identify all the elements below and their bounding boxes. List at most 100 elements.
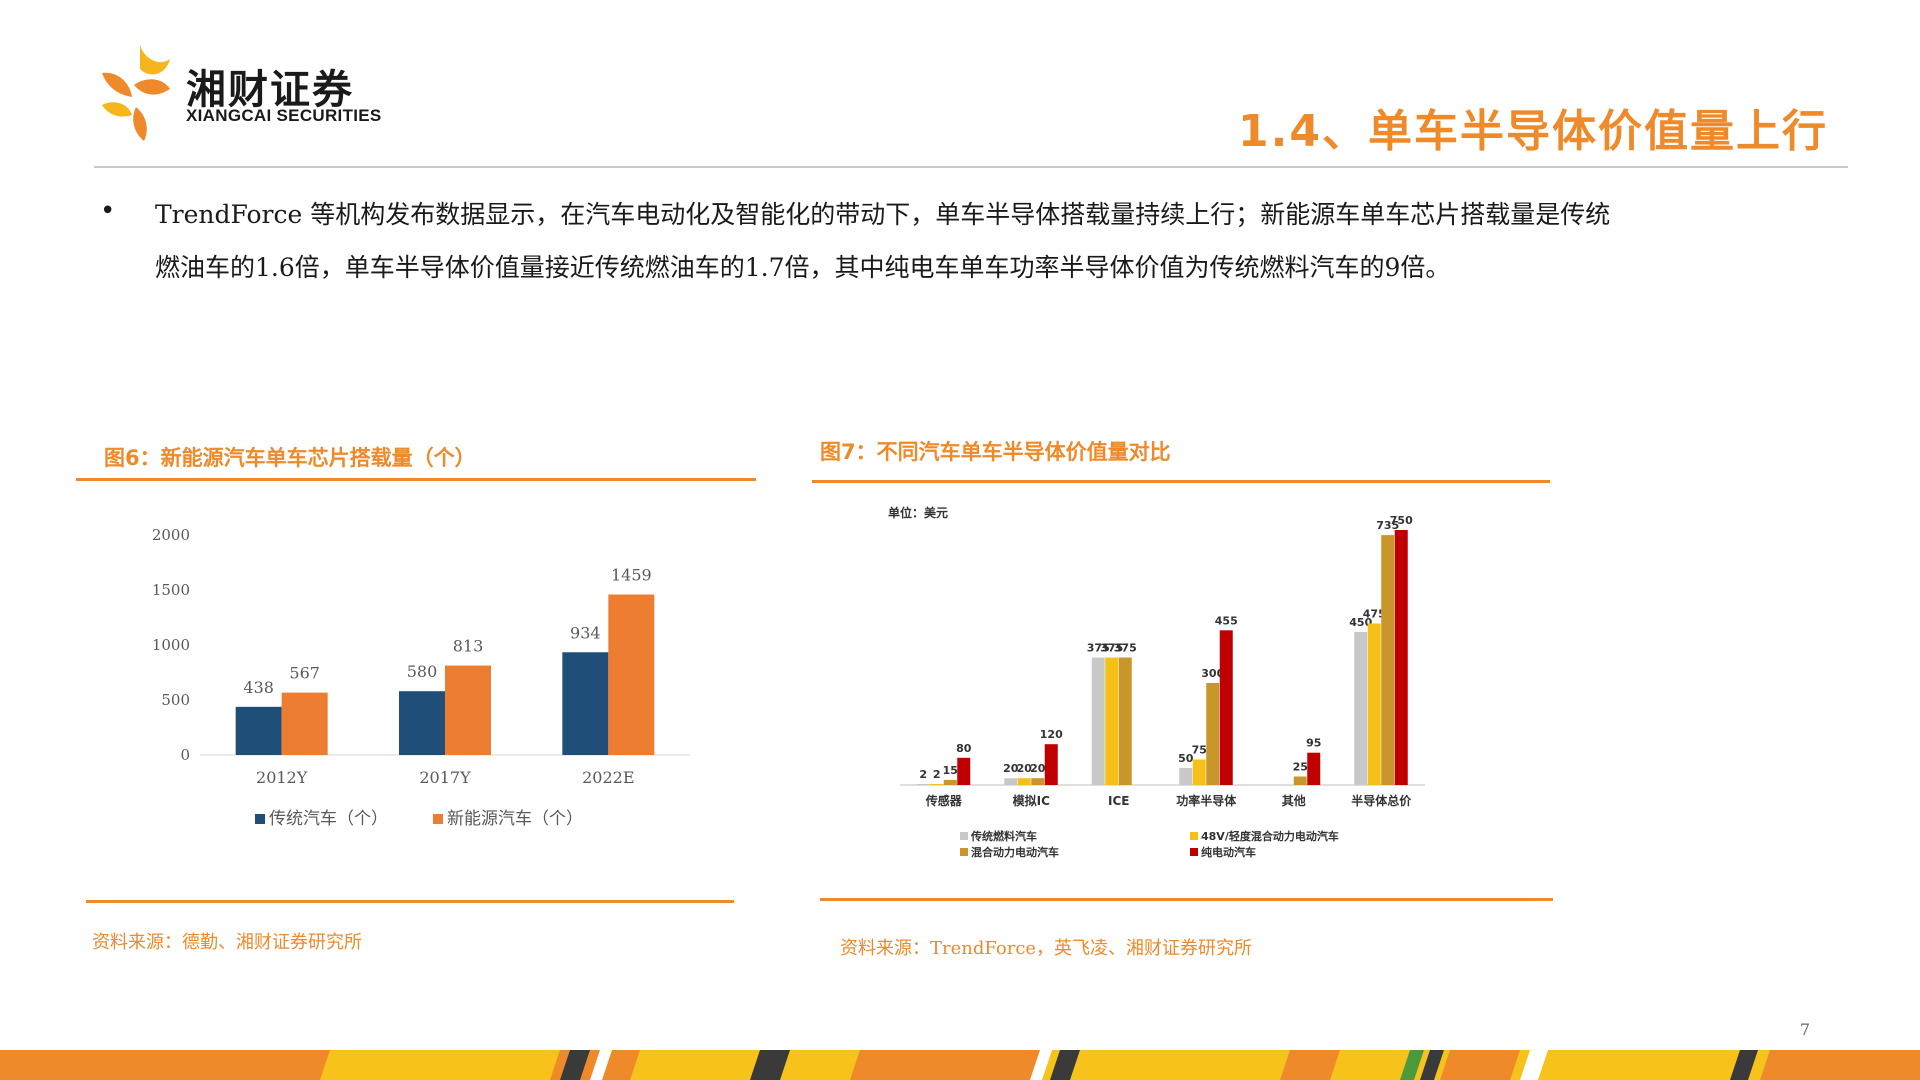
bar-new-energy <box>281 692 328 755</box>
x-tick-label: 2012Y <box>256 768 308 787</box>
bar-traditional <box>235 706 282 755</box>
bar-value-2 <box>1031 778 1045 785</box>
bar-value-1 <box>1017 778 1031 785</box>
bar-value-label: 580 <box>407 662 438 681</box>
bar-value-label: 15 <box>943 764 958 777</box>
bar-value-label: 75 <box>1192 744 1207 757</box>
bar-value-label: 95 <box>1306 737 1321 750</box>
figure6-chart: 0 500 1000 1500 2000 438 567 2012Y 580 813 2017Y 93… <box>152 526 690 829</box>
figure6-top-rule <box>76 478 756 481</box>
bar-value-label: 450 <box>1349 616 1372 629</box>
logo-english-name: XIANGCAI SECURITIES <box>186 106 382 125</box>
bar-value-label: 20 <box>1017 762 1033 775</box>
figure7-chart: 单位：美元2 2 1580传感器202020120模拟IC375375375ICE5… <box>888 505 1425 859</box>
bar-value-1 <box>1367 623 1381 785</box>
legend-label: 新能源汽车（个） <box>447 809 583 829</box>
legend-label: 传统燃料汽车 <box>970 829 1037 843</box>
legend-swatch <box>433 814 443 824</box>
figure7-top-rule <box>812 480 1550 483</box>
bar-value-label: 375 <box>1114 642 1137 655</box>
bar-value-label: 20 <box>1030 762 1046 775</box>
bar-value-3 <box>1044 744 1058 785</box>
body-paragraph: TrendForce 等机构发布数据显示，在汽车电动化及智能化的带动下，单车半导… <box>155 200 1611 282</box>
x-tick-label: 模拟IC <box>1013 793 1050 808</box>
figure6-source: 资料来源：德勤、湘财证券研究所 <box>92 932 362 953</box>
bar-value-label: 813 <box>453 637 484 656</box>
page-title: 1.4、单车半导体价值量上行 <box>1238 106 1828 157</box>
bar-value-3 <box>957 757 971 785</box>
legend-label: 48V/轻度混合动力电动汽车 <box>1201 829 1339 843</box>
bar-value-2 <box>1381 535 1395 785</box>
bar-value-0 <box>916 784 930 785</box>
bar-value-label: 475 <box>1363 608 1386 621</box>
bar-value-label: 50 <box>1178 752 1194 765</box>
figure7-source: 资料来源：TrendForce，英飞凌、湘财证券研究所 <box>840 938 1253 959</box>
y-tick-label: 2000 <box>152 526 190 544</box>
bar-value-label: 25 <box>1293 761 1308 774</box>
bar-value-label: 2 <box>919 768 927 781</box>
figure6-caption: 图6：新能源汽车单车芯片搭载量（个） <box>104 446 476 470</box>
bar-value-2 <box>1118 657 1132 785</box>
x-tick-label: 其他 <box>1282 793 1306 808</box>
x-tick-label: 半导体总价 <box>1351 793 1412 808</box>
bar-value-label: 750 <box>1390 514 1413 527</box>
figure7-bottom-rule <box>820 898 1553 901</box>
legend-label: 混合动力电动汽车 <box>971 845 1059 859</box>
bar-traditional <box>399 691 445 755</box>
logo-chinese-name: 湘财证券 <box>186 67 354 113</box>
y-tick-label: 500 <box>161 691 190 709</box>
figure7-caption: 图7：不同汽车单车半导体价值量对比 <box>820 440 1171 464</box>
bar-value-label: 80 <box>956 742 972 755</box>
bar-new-energy <box>608 594 655 755</box>
bar-value-label: 567 <box>289 664 320 683</box>
bar-value-label: 120 <box>1040 728 1063 741</box>
legend-swatch <box>1190 832 1198 840</box>
bar-value-1 <box>1192 759 1206 785</box>
bar-value-2 <box>1206 683 1220 785</box>
legend-swatch <box>960 848 968 856</box>
figure6-bottom-rule <box>86 900 734 903</box>
bullet-marker: • <box>100 196 116 226</box>
bar-value-2 <box>1293 776 1307 785</box>
legend-swatch <box>960 832 968 840</box>
logo-mark-icon <box>102 45 170 141</box>
bar-value-0 <box>1091 657 1105 785</box>
bar-traditional <box>562 652 609 755</box>
unit-label: 单位：美元 <box>888 505 948 520</box>
bar-value-label: 438 <box>243 678 274 697</box>
bar-value-0 <box>1354 632 1368 785</box>
x-tick-label: 传感器 <box>925 793 963 808</box>
bar-value-1 <box>1105 657 1119 785</box>
bar-value-1 <box>930 784 944 785</box>
bar-value-label: 300 <box>1201 667 1224 680</box>
legend-swatch <box>1190 848 1198 856</box>
bar-value-3 <box>1219 630 1233 785</box>
company-logo: 湘财证券 XIANGCAI SECURITIES <box>100 45 420 145</box>
legend-swatch <box>255 814 265 824</box>
bar-value-0 <box>1004 778 1018 785</box>
bar-value-label: 934 <box>570 623 601 642</box>
y-tick-label: 0 <box>180 746 190 764</box>
title-divider <box>94 166 1848 168</box>
bar-value-label: 20 <box>1003 762 1019 775</box>
bar-value-label: 455 <box>1215 614 1238 627</box>
page-number: 7 <box>1799 1020 1810 1039</box>
bar-new-energy <box>445 665 491 755</box>
legend-label: 纯电动汽车 <box>1201 845 1256 859</box>
bar-value-label: 375 <box>1100 642 1123 655</box>
bar-value-label: 1459 <box>611 566 652 585</box>
y-tick-label: 1500 <box>152 581 190 599</box>
bar-value-3 <box>1394 530 1408 785</box>
y-tick-label: 1000 <box>152 636 190 654</box>
bar-value-3 <box>1307 752 1321 785</box>
bar-value-2 <box>943 779 957 785</box>
bar-value-label: 735 <box>1376 519 1399 532</box>
x-tick-label: 2022E <box>582 768 634 787</box>
x-tick-label: 功率半导体 <box>1176 793 1237 808</box>
bar-value-0 <box>1179 768 1193 785</box>
x-tick-label: 2017Y <box>419 768 471 787</box>
bar-value-label: 375 <box>1087 642 1110 655</box>
footer-stripe-band <box>0 1050 1920 1080</box>
legend-label: 传统汽车（个） <box>269 809 388 829</box>
bar-value-label: 2 <box>933 768 941 781</box>
